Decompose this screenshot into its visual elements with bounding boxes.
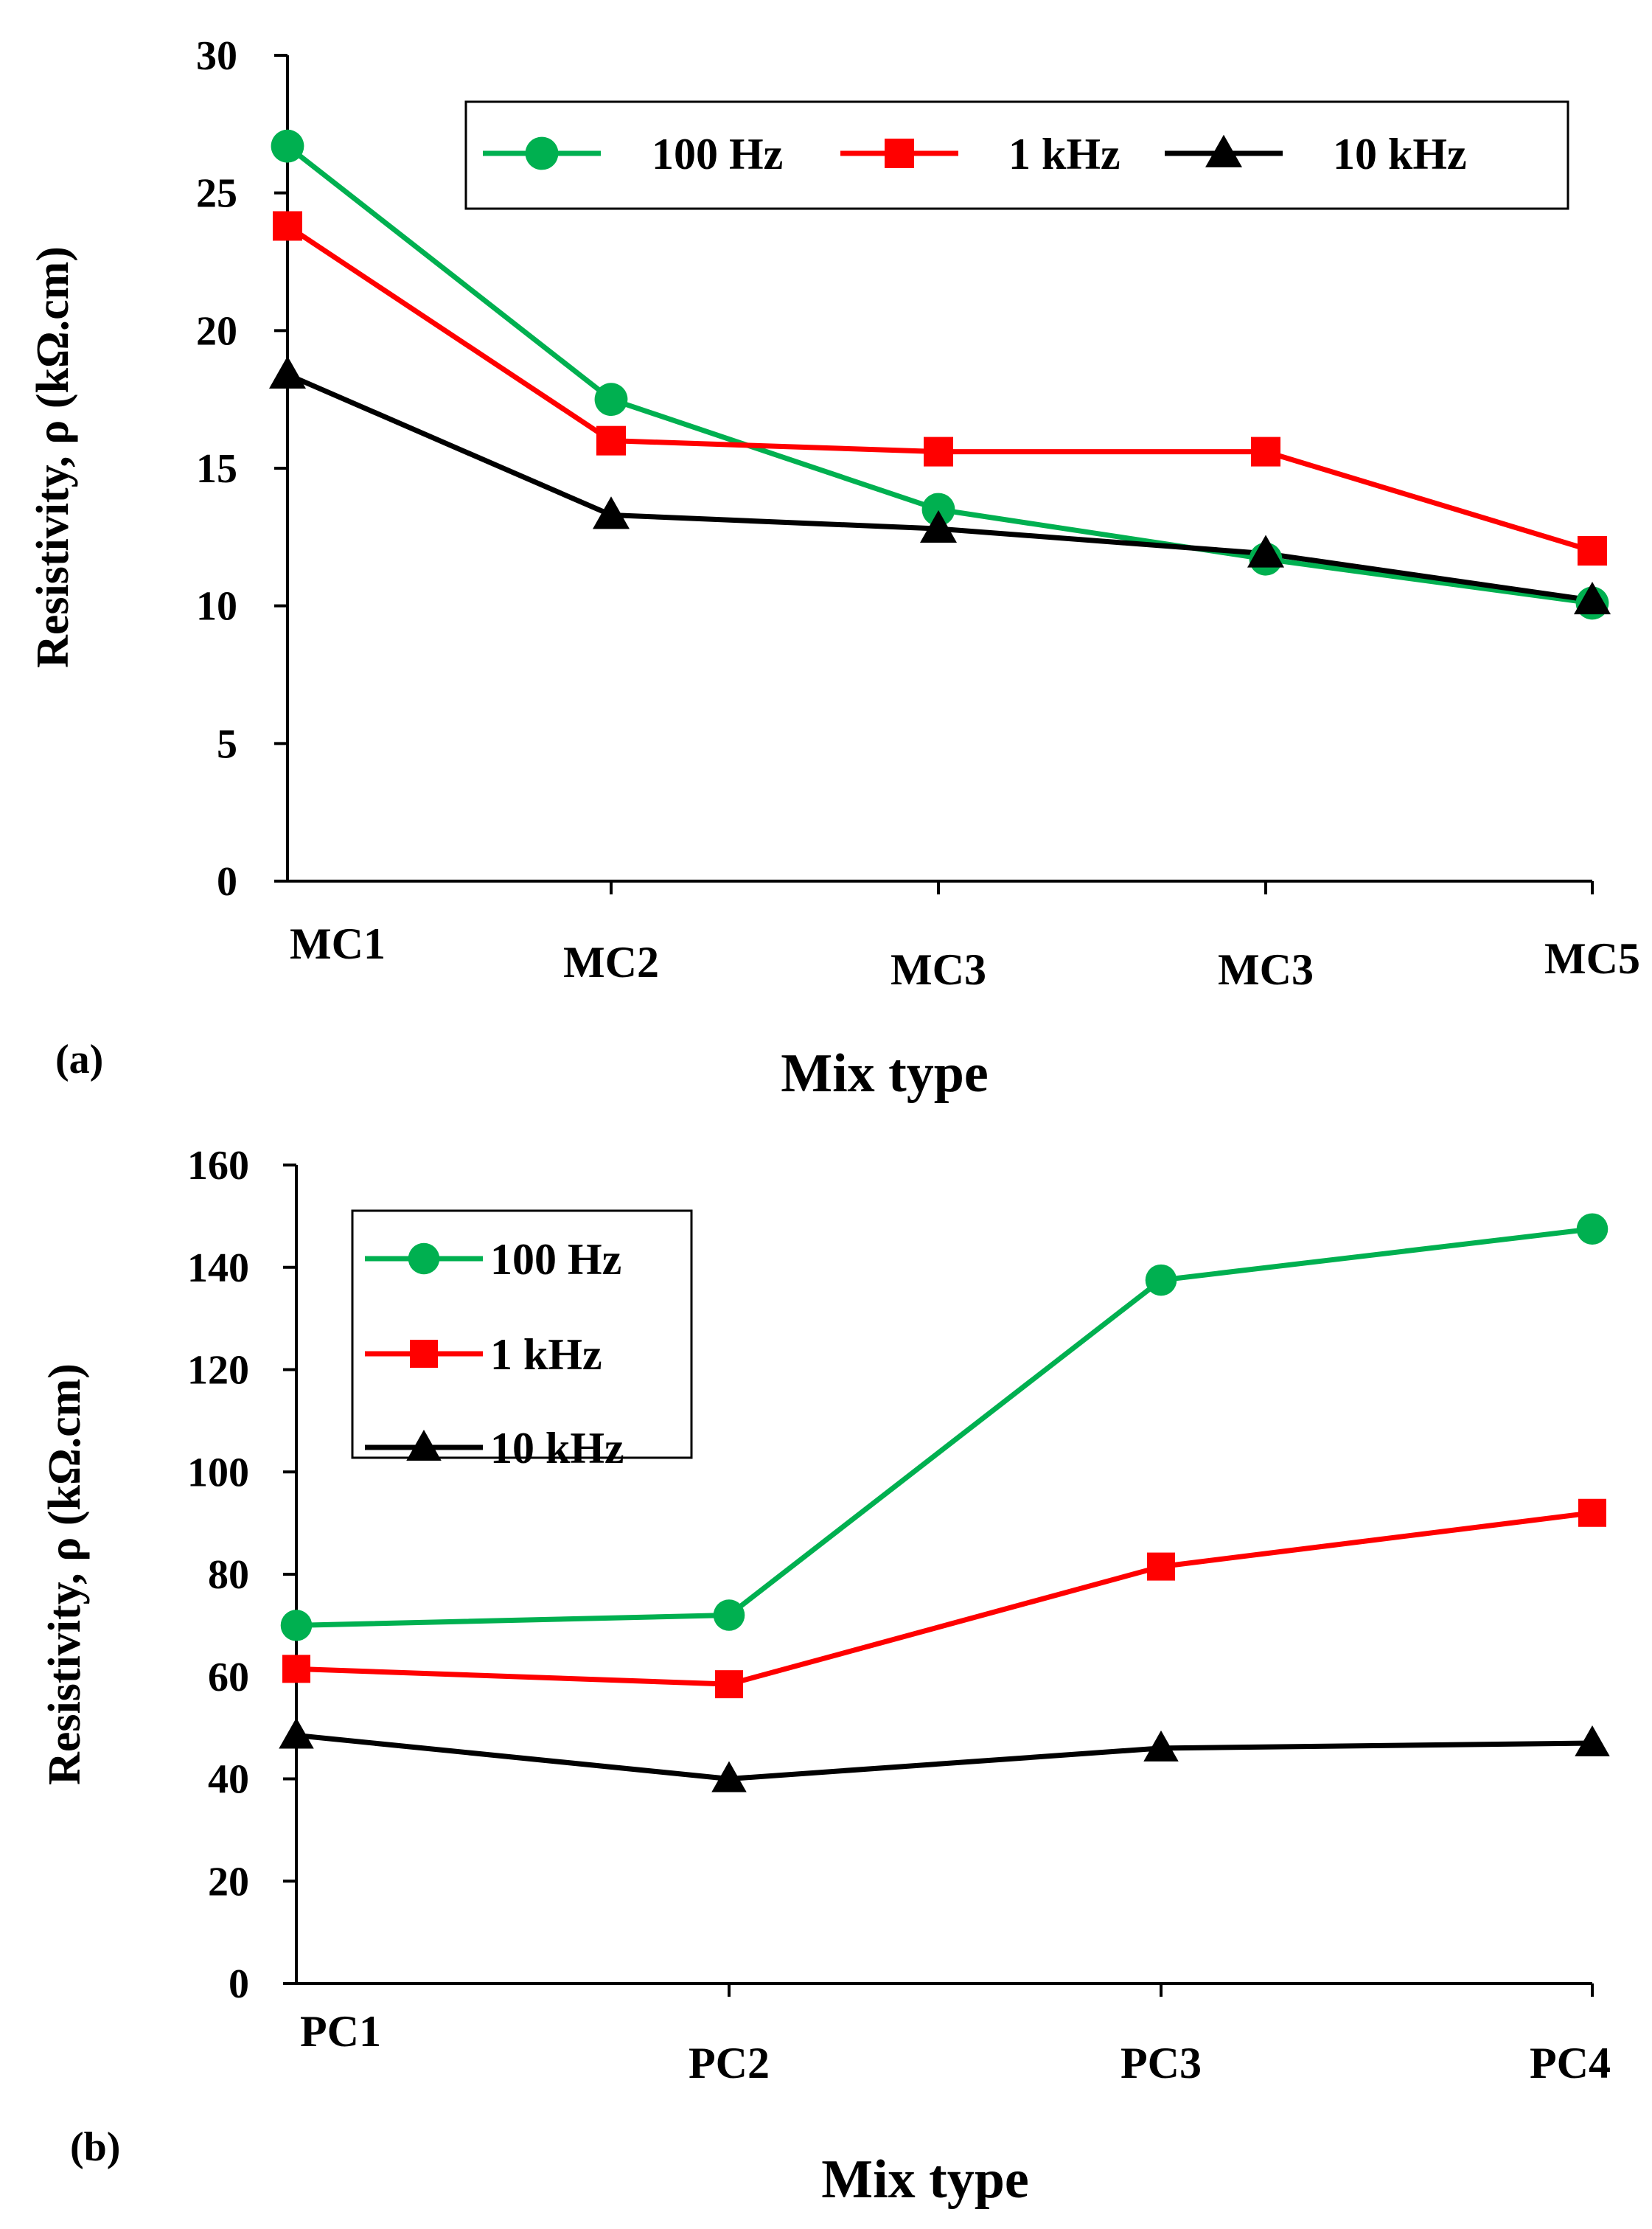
y-tick-label: 40 xyxy=(208,1757,249,1803)
x-category-label: PC1 xyxy=(300,2007,381,2056)
y-tick-label: 20 xyxy=(208,1859,249,1905)
y-axis-title: Resistivity, ρ (kΩ.cm) xyxy=(40,1363,90,1785)
data-point-0-2 xyxy=(1145,1264,1177,1296)
series-line-2 xyxy=(286,372,1593,603)
data-point-1-0 xyxy=(282,1655,310,1683)
data-point-2-0 xyxy=(269,355,306,389)
x-category-label: PC4 xyxy=(1530,2039,1611,2087)
legend-marker-0 xyxy=(408,1242,440,1275)
y-tick-label: 160 xyxy=(187,1143,249,1189)
y-tick-label: 30 xyxy=(196,33,237,79)
legend-box xyxy=(351,1209,693,1459)
legend-label-2: 10 kHz xyxy=(490,1424,624,1472)
x-axis-title: Mix type xyxy=(821,2149,1029,2210)
legend-box xyxy=(464,100,1569,210)
y-tick-label: 20 xyxy=(196,308,237,354)
y-tick-label: 100 xyxy=(187,1450,249,1495)
legend-marker-2 xyxy=(406,1430,442,1461)
data-point-2-2 xyxy=(1143,1730,1179,1762)
legend-marker-1 xyxy=(410,1340,438,1368)
y-tick-label: 0 xyxy=(217,859,237,905)
y-tick-label: 5 xyxy=(217,721,237,767)
legend-marker-1 xyxy=(885,139,914,168)
legend-marker-2 xyxy=(1205,134,1242,167)
data-point-1-2 xyxy=(1147,1552,1175,1581)
x-category-label: MC3 xyxy=(891,945,986,994)
y-tick-label: 140 xyxy=(187,1245,249,1291)
data-point-1-1 xyxy=(596,425,626,456)
y-tick-label: 15 xyxy=(196,446,237,492)
data-point-1-3 xyxy=(1251,437,1280,467)
series-line-1 xyxy=(296,1510,1593,1687)
x-category-label: PC3 xyxy=(1120,2039,1202,2087)
legend-label-0: 100 Hz xyxy=(490,1235,621,1284)
y-tick-label: 25 xyxy=(196,171,237,217)
panel-label: (a) xyxy=(55,1037,103,1082)
y-tick-label: 80 xyxy=(208,1552,249,1598)
data-point-0-2 xyxy=(921,493,955,526)
x-category-label: MC3 xyxy=(1218,945,1314,994)
legend-label-2: 10 kHz xyxy=(1333,130,1467,178)
x-axis-title: Mix type xyxy=(781,1043,989,1104)
data-point-2-4 xyxy=(1574,582,1611,615)
y-tick-label: 0 xyxy=(229,1961,249,2007)
legend-label-0: 100 Hz xyxy=(652,130,783,178)
series-line-0 xyxy=(296,1226,1593,1628)
panel-label: (b) xyxy=(70,2124,120,2170)
y-tick-label: 120 xyxy=(187,1348,249,1394)
data-point-2-1 xyxy=(593,496,630,529)
data-point-2-3 xyxy=(1575,1725,1610,1756)
x-category-label: MC5 xyxy=(1544,934,1640,983)
legend-label-1: 1 kHz xyxy=(490,1330,602,1379)
chart-b: 0 20 40 60 80 100 120 140 160 PC1 PC2 PC3 PC4 Resisti… xyxy=(40,1143,1611,2210)
data-point-1-2 xyxy=(924,437,953,467)
data-point-0-1 xyxy=(713,1599,745,1631)
legend-marker-0 xyxy=(525,136,559,170)
data-point-1-0 xyxy=(273,211,302,241)
data-point-2-1 xyxy=(711,1761,747,1792)
legend-label-1: 1 kHz xyxy=(1008,130,1120,178)
data-point-2-0 xyxy=(279,1717,314,1749)
x-category-label: MC1 xyxy=(290,919,386,968)
y-tick-label: 60 xyxy=(208,1655,249,1700)
x-category-label: MC2 xyxy=(563,938,659,987)
data-point-0-0 xyxy=(280,1610,313,1641)
chart-a: 0 5 10 15 20 25 30 MC1 MC2 MC3 MC3 MC5 Resistivity, … xyxy=(28,33,1640,1104)
data-point-2-3 xyxy=(1247,535,1284,568)
series-line-2 xyxy=(296,1733,1593,1781)
y-tick-label: 10 xyxy=(196,584,237,630)
x-category-label: PC2 xyxy=(689,2039,770,2087)
data-point-1-4 xyxy=(1578,536,1607,566)
y-axis-title: Resistivity, ρ (kΩ.cm) xyxy=(28,246,78,668)
data-point-0-3 xyxy=(1576,1213,1609,1245)
data-point-1-3 xyxy=(1578,1498,1606,1527)
data-point-2-2 xyxy=(920,510,957,543)
data-point-1-1 xyxy=(715,1670,743,1699)
data-point-0-1 xyxy=(594,383,628,417)
data-point-0-0 xyxy=(271,129,304,163)
